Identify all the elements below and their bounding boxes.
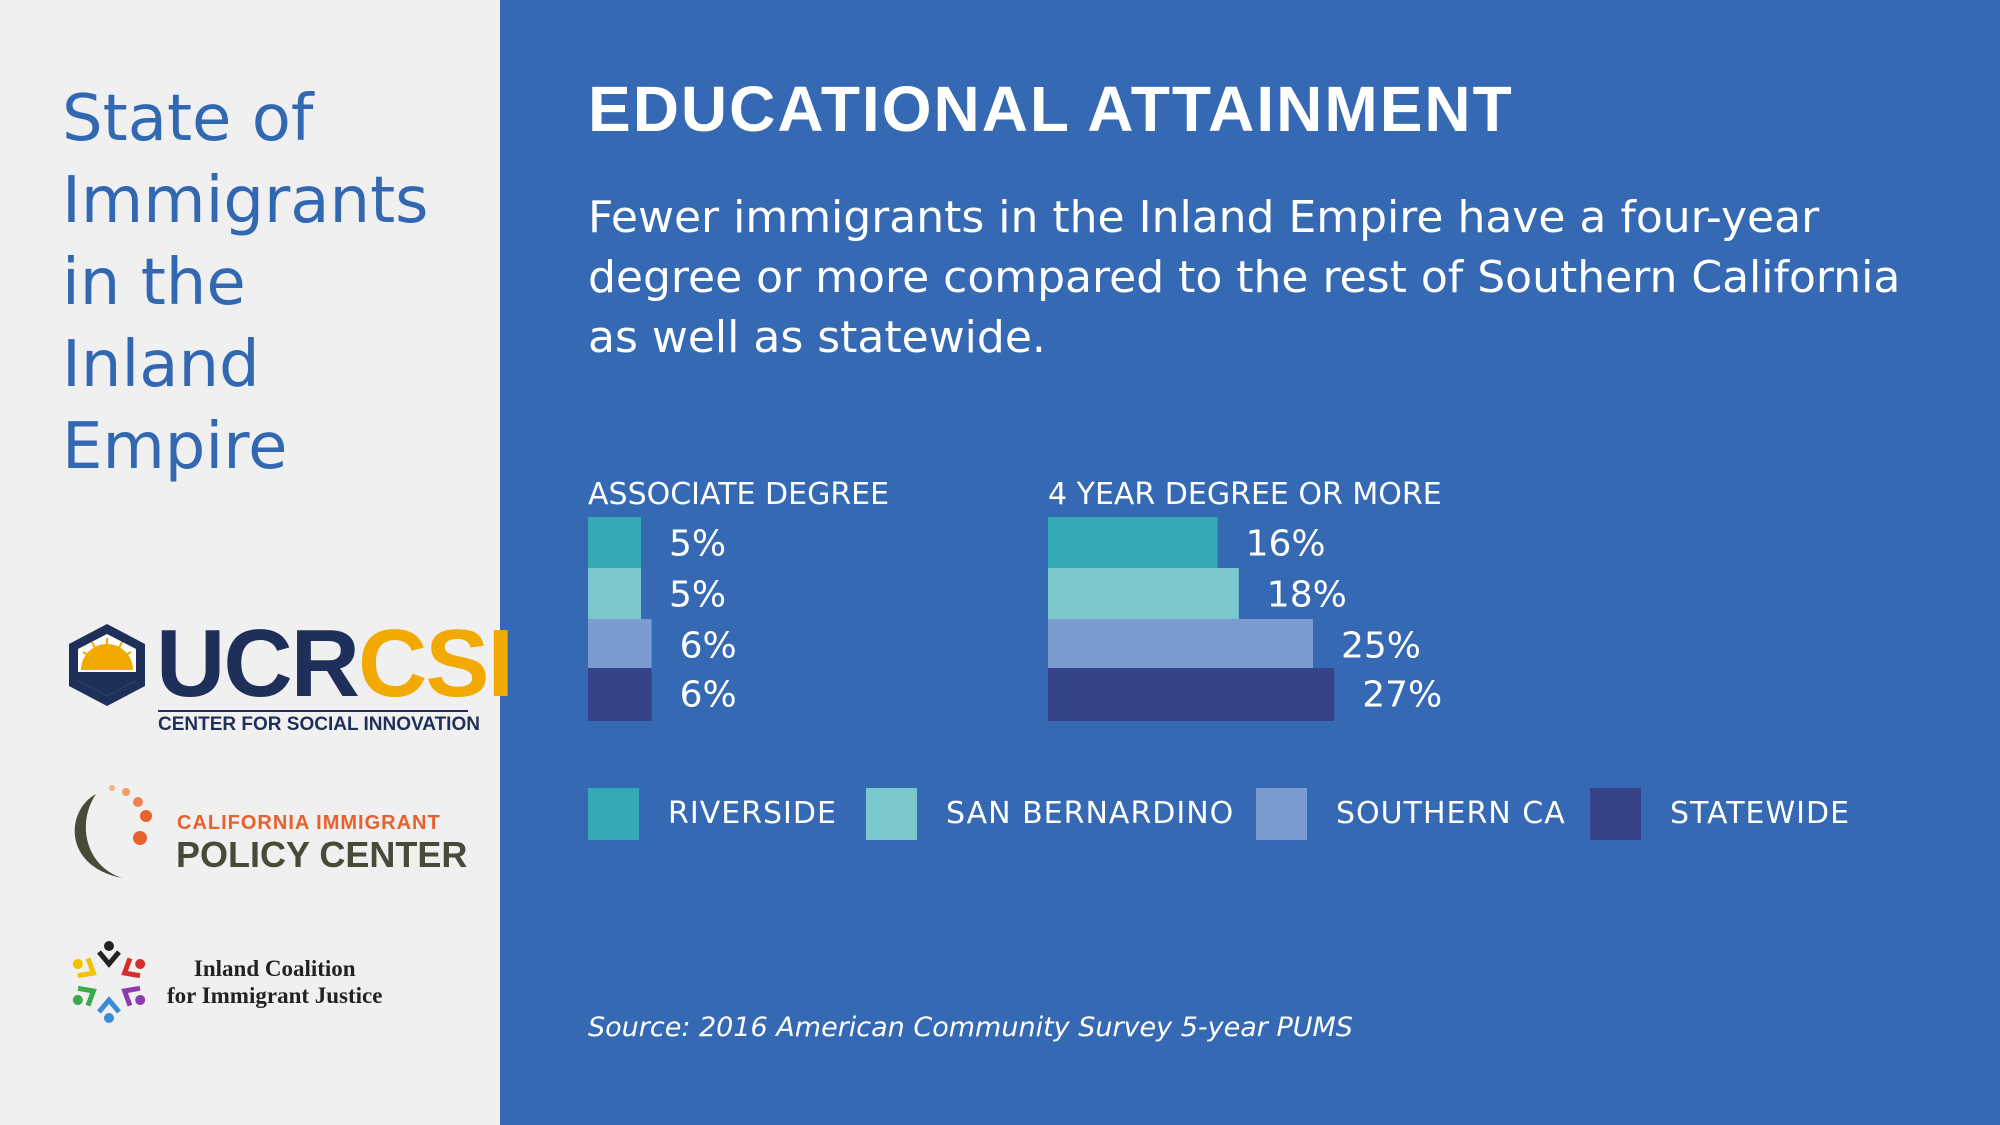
legend-swatch (1590, 788, 1641, 840)
group-label-four-year-degree: 4 YEAR DEGREE OR MORE (1048, 477, 1442, 512)
data-label: 6% (680, 626, 737, 667)
data-label: 25% (1341, 626, 1421, 667)
sidebar-title-line: Empire (62, 410, 288, 484)
bar-four-year-southern-ca (1048, 619, 1313, 672)
ucr-csi-wordmark: UCRCSI (156, 614, 514, 714)
ucr-wordmark: UCR (156, 610, 360, 717)
csi-wordmark: CSI (357, 610, 514, 717)
legend-swatch (1256, 788, 1307, 840)
sidebar-title-line: in the (62, 246, 246, 320)
icij-wordmark: Inland Coalition for Immigrant Justice (167, 955, 382, 1009)
legend-swatch (588, 788, 639, 840)
legend-label: SOUTHERN CA (1336, 796, 1566, 831)
data-label: 16% (1246, 524, 1326, 565)
cipc-line2: POLICY CENTER (176, 834, 468, 875)
sidebar: State of Immigrants in the Inland Empire… (0, 0, 514, 1125)
group-label-associate-degree: ASSOCIATE DEGREE (588, 477, 890, 512)
legend-swatch (866, 788, 917, 840)
data-label: 6% (680, 675, 737, 716)
sidebar-title-line: Immigrants (62, 164, 429, 238)
bar-four-year-san-bernardino (1048, 568, 1239, 621)
sidebar-title: State of Immigrants in the Inland Empire (62, 78, 429, 488)
ucr-sunrise-hexagon-icon (69, 624, 145, 706)
bar-associate-statewide (588, 668, 652, 721)
icij-line1: Inland Coalition (193, 956, 356, 981)
bar-associate-southern-ca (588, 619, 652, 672)
legend-label: RIVERSIDE (668, 796, 837, 831)
source-note: Source: 2016 American Community Survey 5… (588, 1012, 1353, 1043)
legend-label: STATEWIDE (1670, 796, 1851, 831)
data-label: 5% (669, 575, 726, 616)
bar-associate-riverside (588, 517, 641, 570)
icij-people-circle-icon (72, 941, 146, 1023)
data-label: 27% (1362, 675, 1442, 716)
data-label: 18% (1267, 575, 1347, 616)
bar-four-year-riverside (1048, 517, 1218, 570)
ucr-csi-logo: UCRCSI CENTER FOR SOCIAL INNOVATION (62, 614, 514, 735)
chart-title: EDUCATIONAL ATTAINMENT (588, 73, 1514, 145)
data-label: 5% (669, 524, 726, 565)
icij-logo: Inland Coalition for Immigrant Justice (62, 935, 442, 1035)
sidebar-title-line: State of (62, 82, 314, 156)
icij-line2: for Immigrant Justice (167, 983, 383, 1008)
bar-four-year-statewide (1048, 668, 1335, 721)
cipc-logo: CALIFORNIA IMMIGRANT POLICY CENTER (62, 780, 467, 890)
cipc-line1: CALIFORNIA IMMIGRANT (177, 812, 441, 834)
cipc-crescent-icon (74, 785, 152, 878)
ucr-csi-subtitle: CENTER FOR SOCIAL INNOVATION (158, 710, 480, 736)
bar-associate-san-bernardino (588, 568, 641, 621)
sidebar-title-line: Inland (62, 328, 260, 402)
legend-label: SAN BERNARDINO (946, 796, 1235, 831)
chart-subtitle: Fewer immigrants in the Inland Empire ha… (588, 192, 1901, 363)
